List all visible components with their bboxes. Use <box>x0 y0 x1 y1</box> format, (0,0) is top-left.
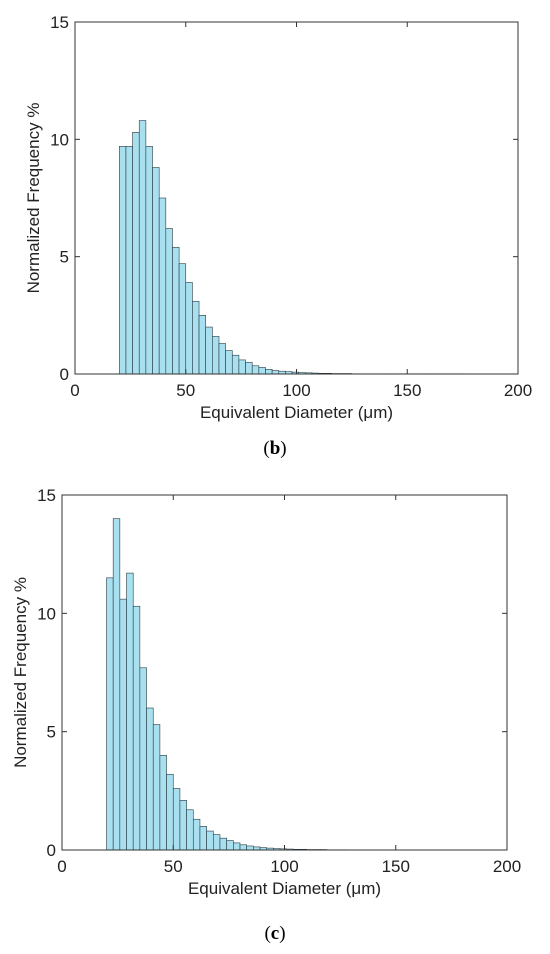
histogram-bar <box>238 359 246 375</box>
x-tick-label: 0 <box>57 857 66 876</box>
x-tick-label: 150 <box>393 381 421 400</box>
x-tick-label: 200 <box>493 857 521 876</box>
histogram-bar <box>271 370 280 375</box>
y-tick-label: 10 <box>37 604 56 623</box>
histogram-bar <box>125 146 133 375</box>
y-tick-label: 15 <box>50 13 69 32</box>
histogram-bar <box>239 844 247 851</box>
x-tick-label: 0 <box>70 381 79 400</box>
x-tick-label: 50 <box>164 857 183 876</box>
histogram-bar <box>139 667 147 851</box>
histogram-bar <box>198 315 206 375</box>
y-tick-label: 0 <box>60 365 69 384</box>
y-tick-label: 5 <box>60 248 69 267</box>
histogram-bar <box>112 518 121 851</box>
x-axis-title: Equivalent Diameter (μm) <box>200 403 393 422</box>
x-tick-label: 50 <box>176 381 195 400</box>
histogram-bar <box>206 830 214 851</box>
histogram-bar <box>172 788 181 851</box>
x-tick-label: 200 <box>504 381 532 400</box>
histogram-bar <box>119 146 127 375</box>
chart-panel-c: 0 50 100 150 200 0 5 10 15 Equivalent Diameter (μ… <box>0 477 550 954</box>
histogram-bar <box>152 724 161 851</box>
histogram-bar <box>132 131 140 375</box>
histogram-bar <box>138 120 147 375</box>
histogram-bar <box>251 365 260 375</box>
histogram-bar <box>192 300 200 375</box>
caption-b: (b) <box>263 438 287 459</box>
histogram-bar <box>246 845 254 851</box>
x-tick-label: 100 <box>270 857 298 876</box>
y-tick-label: 15 <box>37 486 56 505</box>
histogram-bar <box>106 577 114 851</box>
histogram-bar <box>152 167 160 375</box>
histogram-bar <box>186 809 194 851</box>
histogram-bar <box>158 197 167 375</box>
histogram-c: 0 50 100 150 200 0 5 10 15 Equivalent Diameter (μ… <box>11 486 521 898</box>
histogram-bar <box>185 282 193 375</box>
histogram-bar <box>258 367 266 375</box>
histogram-bar <box>179 799 187 851</box>
y-tick-label: 0 <box>47 841 56 860</box>
y-axis-title: Normalized Frequency % <box>11 577 30 768</box>
histogram-bar <box>119 598 127 851</box>
histogram-bar <box>172 246 180 375</box>
histogram-bar <box>245 361 253 375</box>
histogram-bar <box>233 842 241 851</box>
histogram-bar <box>205 326 213 375</box>
histogram-bar <box>132 605 141 851</box>
x-tick-label: 150 <box>382 857 410 876</box>
histogram-bar <box>199 826 207 851</box>
histogram-bar <box>265 369 273 375</box>
histogram-bar <box>145 146 153 375</box>
histogram-bar <box>159 755 167 851</box>
histogram-bar <box>165 228 173 375</box>
histogram-bar <box>218 343 226 375</box>
histogram-bar <box>126 572 134 851</box>
x-axis-title: Equivalent Diameter (μm) <box>188 879 381 898</box>
x-tick-label: 100 <box>282 381 310 400</box>
histogram-bar <box>212 336 220 375</box>
y-tick-label: 5 <box>47 723 56 742</box>
histogram-bar <box>146 707 154 851</box>
histogram-bar <box>225 350 233 375</box>
histogram-bar <box>219 837 227 851</box>
histogram-bar <box>226 840 234 851</box>
histogram-bar <box>192 818 201 851</box>
histogram-bar <box>178 263 187 375</box>
chart-panel-b: 0 50 100 150 200 0 5 10 15 Equivalent Diameter (μ… <box>24 13 532 459</box>
caption-c: (c) <box>264 923 286 944</box>
histogram-b: 0 50 100 150 200 0 5 10 15 Equivalent Diameter (μ… <box>24 13 532 422</box>
y-tick-label: 10 <box>50 130 69 149</box>
histogram-bar <box>213 834 221 851</box>
histogram-bar <box>166 773 174 851</box>
y-axis-title: Normalized Frequency % <box>24 103 43 294</box>
histogram-bar <box>231 354 240 375</box>
